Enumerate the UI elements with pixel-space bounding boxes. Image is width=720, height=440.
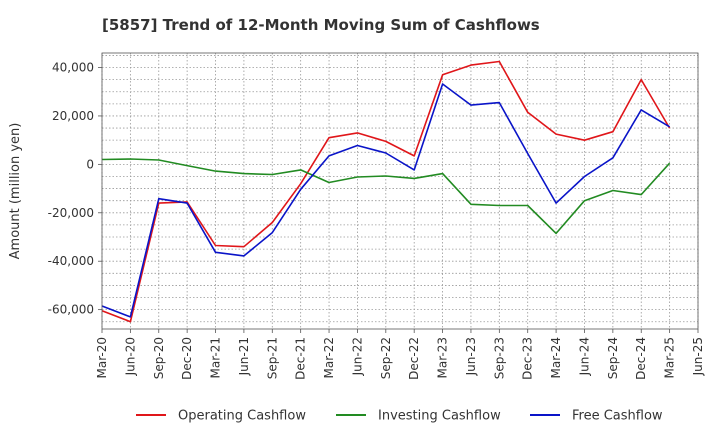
x-tick-label: Sep-21: [265, 337, 279, 379]
x-tick-label: Dec-23: [521, 337, 535, 380]
y-tick-label: -20,000: [48, 206, 94, 220]
x-tick-label: Mar-22: [322, 337, 336, 378]
x-tick-label: Sep-23: [492, 337, 506, 379]
series-line-1: [101, 158, 671, 235]
y-axis-label: Amount (million yen): [8, 123, 23, 260]
x-tick-label: Mar-25: [663, 337, 677, 378]
legend: Operating Cashflow Investing Cashflow Free…: [136, 409, 663, 424]
legend-label-2: Free Cashflow: [572, 409, 663, 424]
legend-label-1: Investing Cashflow: [378, 409, 501, 424]
series-lines: [101, 60, 671, 323]
x-tick-label: Mar-21: [209, 337, 223, 378]
x-tick-label: Jun-23: [464, 337, 478, 376]
x-tick-labels: Mar-20 Jun-20 Sep-20 Dec-20 Mar-21 Jun-21 Sep-…: [95, 329, 705, 380]
x-tick-label: Jun-20: [123, 337, 137, 376]
legend-label-0: Operating Cashflow: [178, 409, 306, 424]
x-tick-label: Dec-20: [180, 337, 194, 380]
x-tick-label: Jun-21: [237, 337, 251, 376]
x-tick-label: Jun-25: [691, 337, 705, 376]
x-tick-label: Dec-24: [634, 337, 648, 380]
x-tick-label: Dec-22: [407, 337, 421, 380]
x-tick-label: Dec-21: [294, 337, 308, 380]
series-line-0: [101, 60, 671, 323]
x-tick-label: Sep-24: [606, 337, 620, 379]
grid-lines: [101, 53, 699, 329]
y-tick-label: 20,000: [52, 109, 94, 123]
series-line-2: [101, 83, 671, 318]
x-tick-label: Sep-22: [379, 337, 393, 379]
x-tick-label: Mar-20: [95, 337, 109, 378]
y-tick-label: 0: [86, 157, 94, 171]
y-tick-label: -40,000: [48, 254, 94, 268]
y-tick-labels: -60,000 -40,000 -20,000 0 20,000 40,000: [48, 61, 102, 317]
chart-title: [5857] Trend of 12-Month Moving Sum of C…: [102, 16, 540, 34]
x-tick-label: Mar-24: [549, 337, 563, 378]
y-tick-label: -60,000: [48, 303, 94, 317]
x-tick-label: Jun-24: [577, 337, 591, 376]
plot-area-frame: [101, 52, 699, 330]
y-tick-label: 40,000: [52, 61, 94, 75]
x-tick-label: Sep-20: [152, 337, 166, 379]
x-tick-label: Mar-23: [436, 337, 450, 378]
x-tick-label: Jun-22: [350, 337, 364, 376]
